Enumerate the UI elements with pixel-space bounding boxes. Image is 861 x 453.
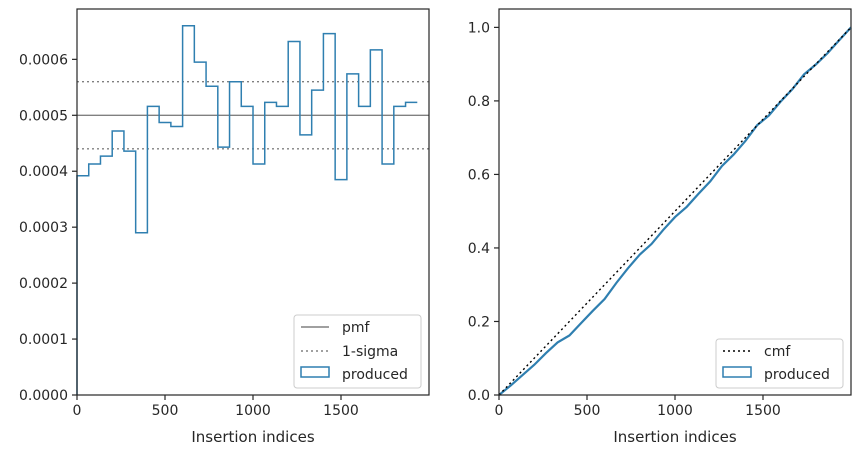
right-plot-area (499, 9, 851, 395)
produced-line (498, 26, 852, 396)
0-y-tick-label: 0.0003 (19, 220, 68, 236)
right-panel: 0 500 1000 1500 0.0 0.2 0.4 0.6 0.8 1.0 Insertio… (468, 8, 852, 446)
legend-swatch-produced (300, 366, 330, 378)
legend-swatch-produced-right (722, 366, 752, 378)
1-y-tick-label: 0.8 (468, 94, 490, 110)
right-x-axis-label: Insertion indices (613, 428, 736, 446)
0-x-tick-label: 1500 (323, 403, 359, 419)
0-y-tick-label: 0.0000 (19, 388, 68, 404)
legend-label-produced: produced (342, 367, 408, 383)
0-y-tick-label: 0.0004 (19, 164, 68, 180)
1-y-tick-label: 0.2 (468, 314, 490, 330)
legend-label-pmf: pmf (342, 320, 371, 336)
right-legend-box (715, 338, 844, 389)
left-x-axis-label: Insertion indices (191, 428, 314, 446)
right-legend: cmf produced (715, 338, 844, 389)
legend-label-1-sigma: 1-sigma (342, 344, 398, 360)
1-x-tick-label: 1500 (745, 403, 781, 419)
1-y-tick-label: 1.0 (468, 20, 490, 36)
1-x-tick-label: 1000 (657, 403, 693, 419)
1-y-tick-label: 0.0 (468, 388, 490, 404)
0-x-tick-label: 0 (73, 403, 82, 419)
1-x-tick-label: 0 (495, 403, 504, 419)
left-panel: 0 500 1000 1500 0.0000 0.0001 0.0002 0.0003 0.0… (19, 8, 430, 446)
legend-label-produced-right: produced (764, 367, 830, 383)
0-x-tick-label: 1000 (235, 403, 271, 419)
0-y-tick-label: 0.0006 (19, 52, 68, 68)
0-y-tick-label: 0.0001 (19, 332, 68, 348)
left-legend-box (293, 314, 422, 389)
1-x-tick-label: 500 (574, 403, 601, 419)
1-y-tick-label: 0.4 (468, 241, 490, 257)
left-legend: pmf 1-sigma produced (293, 314, 422, 389)
produced-histogram (76, 25, 418, 395)
legend-label-cmf: cmf (764, 344, 791, 360)
1-y-tick-label: 0.6 (468, 167, 490, 183)
0-x-tick-label: 500 (152, 403, 179, 419)
0-y-tick-label: 0.0002 (19, 276, 68, 292)
0-y-tick-label: 0.0005 (19, 108, 68, 124)
